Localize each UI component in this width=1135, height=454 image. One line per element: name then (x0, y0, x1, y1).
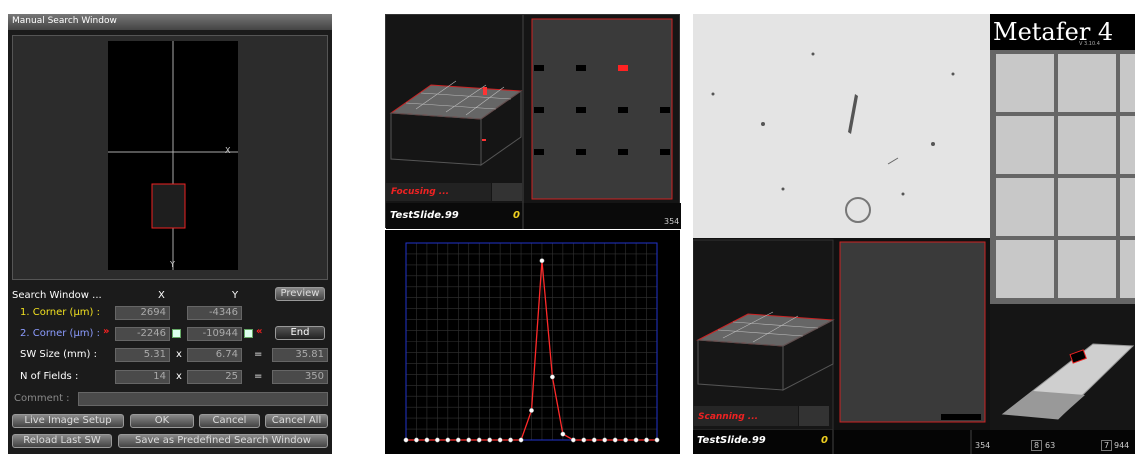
point (623, 438, 627, 442)
point (582, 438, 586, 442)
version: V 3.10.4 (1079, 41, 1100, 47)
axis-label: X (225, 146, 230, 155)
window-title: Manual Search Window (12, 16, 117, 26)
point (540, 259, 544, 263)
status: Focusing ... (391, 187, 449, 197)
point (435, 438, 439, 442)
point (456, 438, 460, 442)
field: 35.81 (272, 348, 328, 362)
marker: » (103, 326, 109, 337)
point (592, 438, 596, 442)
checkbox[interactable] (244, 329, 253, 338)
search-rect (152, 184, 185, 228)
point (414, 438, 418, 442)
axis-label: Y (170, 260, 175, 269)
count: 0 (513, 210, 520, 221)
heading: Search Window ... (12, 290, 102, 301)
button[interactable]: Cancel All (265, 414, 328, 428)
operator: x (176, 371, 182, 382)
stat: 354 (975, 441, 990, 450)
fields: 354 (664, 217, 679, 226)
point (571, 438, 575, 442)
button[interactable]: Live Image Setup (12, 414, 124, 428)
comment-field[interactable] (78, 392, 328, 406)
col-label: Y (232, 290, 238, 301)
button[interactable]: Save as Predefined Search Window (118, 434, 328, 448)
checkbox[interactable] (172, 329, 181, 338)
row-label: SW Size (mm) : (20, 349, 97, 360)
overview: X Y (12, 35, 328, 280)
stat: 8 (1031, 440, 1042, 451)
button[interactable]: Reload Last SW (12, 434, 112, 448)
operator: = (254, 349, 262, 360)
scan-panel: Metafer 4 V 3.10.4 Scanning ... TestSlid… (693, 14, 1135, 454)
slide-name: TestSlide.99 (697, 435, 766, 446)
button[interactable]: OK (130, 414, 194, 428)
operator: x (176, 349, 182, 360)
point (498, 438, 502, 442)
status: Scanning ... (698, 412, 758, 422)
point (634, 438, 638, 442)
search-window: Manual Search Window X Y Search Window .… (8, 14, 332, 454)
point (446, 438, 450, 442)
point (644, 438, 648, 442)
point (613, 438, 617, 442)
field[interactable]: 14 (115, 370, 170, 384)
slide-name: TestSlide.99 (390, 210, 459, 221)
button[interactable]: Cancel (199, 414, 260, 428)
point (561, 432, 565, 436)
focus-panel: Focusing ... TestSlide.99 0 354 (385, 14, 680, 228)
point (404, 438, 408, 442)
field[interactable]: 5.31 (115, 348, 170, 362)
field[interactable]: -10944 (187, 327, 242, 341)
scan-graphics (693, 14, 1135, 454)
stat: 7 (1101, 440, 1112, 451)
col-label: X (158, 290, 165, 301)
field[interactable]: -2246 (115, 327, 170, 341)
stat: 944 (1114, 441, 1129, 450)
field[interactable]: -4346 (187, 306, 242, 320)
operator: = (254, 371, 262, 382)
marker: « (256, 326, 262, 337)
point (477, 438, 481, 442)
field: 350 (272, 370, 328, 384)
focus-curve (385, 230, 680, 454)
stat: 63 (1045, 441, 1055, 450)
field[interactable]: 25 (187, 370, 242, 384)
point (550, 375, 554, 379)
end-button[interactable]: End (275, 326, 325, 340)
row-label: N of Fields : (20, 371, 78, 382)
point (425, 438, 429, 442)
page: Manual Search Window X Y Search Window .… (0, 0, 1135, 454)
point (487, 438, 491, 442)
point (508, 438, 512, 442)
row-label: 2. Corner (µm) : (20, 328, 100, 339)
point (467, 438, 471, 442)
count: 0 (821, 435, 828, 446)
chart-background (385, 230, 680, 454)
point (603, 438, 607, 442)
row-label: 1. Corner (µm) : (20, 307, 100, 318)
point (519, 438, 523, 442)
field[interactable]: 2694 (115, 306, 170, 320)
preview-button[interactable]: Preview (275, 287, 325, 301)
point (655, 438, 659, 442)
comment-label: Comment : (14, 393, 70, 404)
title-bar: Manual Search Window (8, 14, 332, 30)
field[interactable]: 6.74 (187, 348, 242, 362)
point (529, 408, 533, 412)
overview-map (13, 36, 329, 281)
